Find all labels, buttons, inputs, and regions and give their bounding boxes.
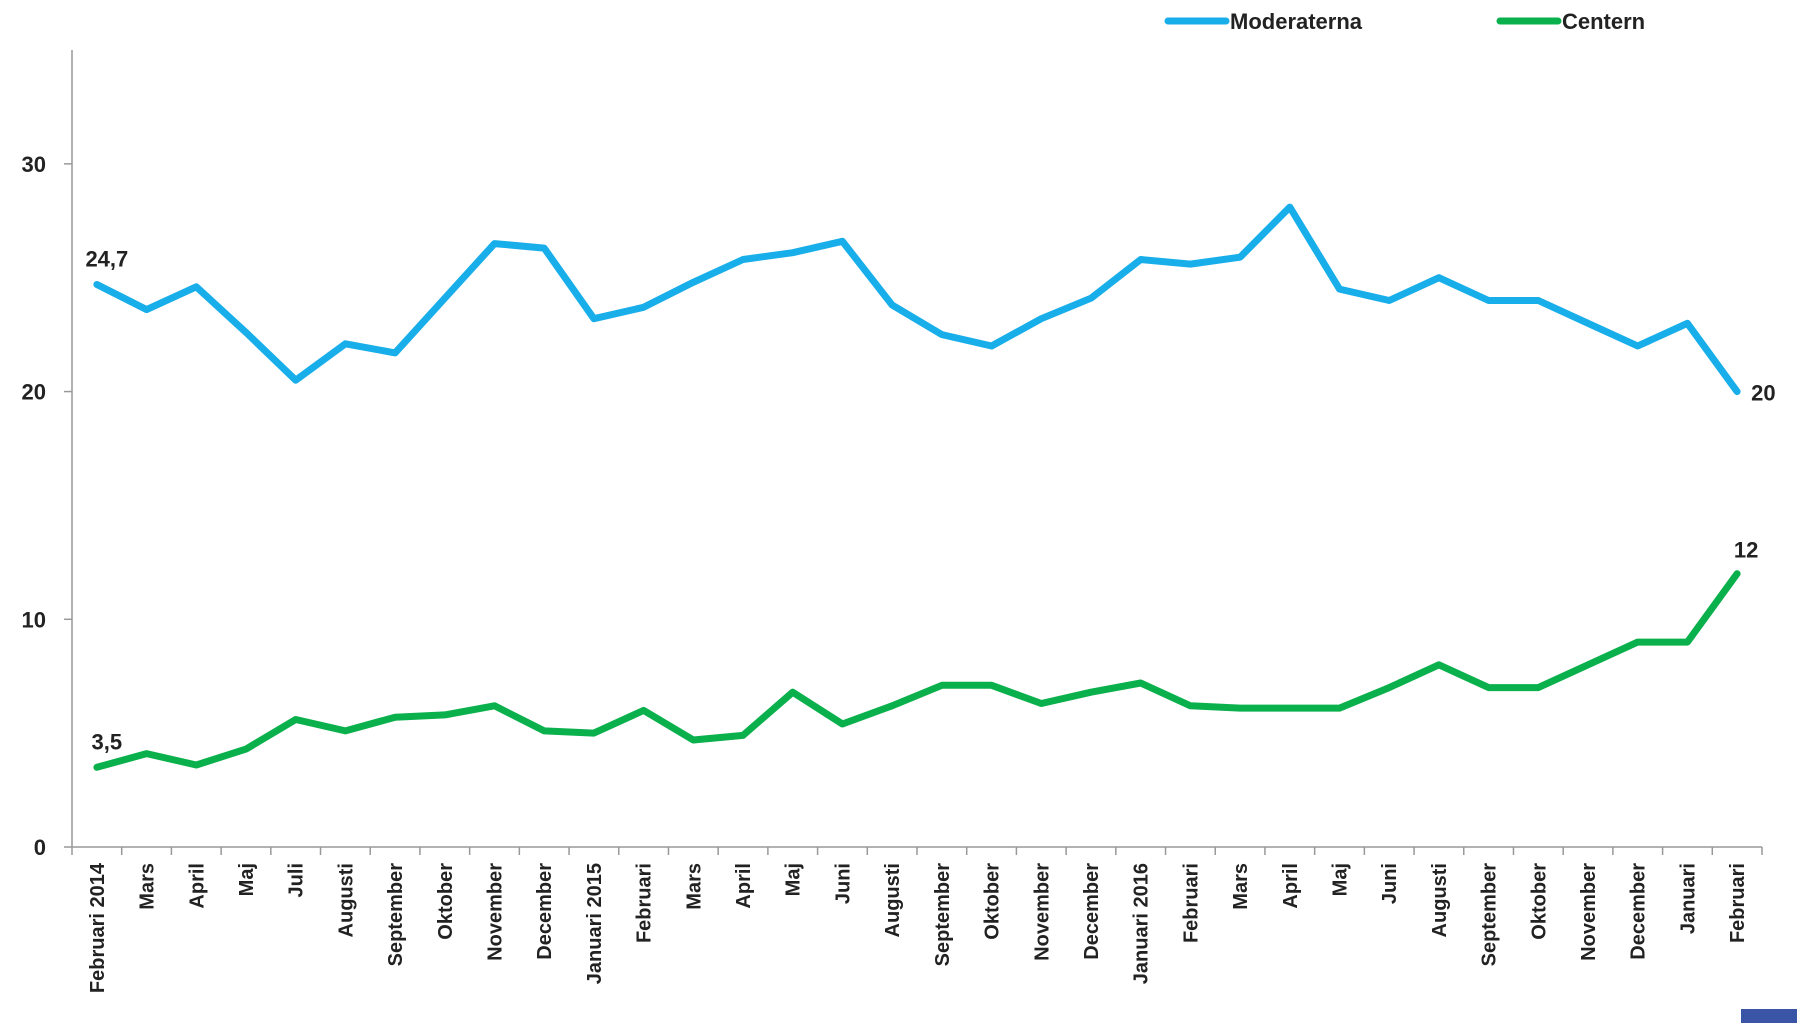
x-tick-label: September	[932, 863, 954, 967]
x-tick-label: Januari 2016	[1131, 863, 1153, 984]
x-tick-label: November	[1578, 863, 1600, 961]
data-labels: 24,7 20 3,5 12	[85, 247, 1775, 755]
x-tick-label: April	[186, 863, 208, 909]
data-label: 20	[1751, 381, 1775, 406]
x-tick-label: Augusti	[1429, 863, 1451, 937]
x-tick-label: Juni	[1379, 863, 1401, 904]
data-label: 24,7	[85, 247, 128, 272]
corner-logo-mark	[1741, 1009, 1797, 1023]
y-axis-ticks: 0 10 20 30	[22, 152, 72, 860]
x-tick-label: December	[1081, 863, 1103, 960]
x-tick-label: September	[385, 863, 407, 967]
x-tick-label: Februari	[634, 863, 656, 943]
series-line-centern	[93, 570, 1741, 771]
series-lines	[93, 203, 1741, 771]
x-tick-label: Februari	[1727, 863, 1749, 943]
x-tick-label: December	[1628, 863, 1650, 960]
x-tick-label: Februari	[1180, 863, 1202, 943]
x-tick-label: November	[485, 863, 507, 961]
x-tick-label: December	[534, 863, 556, 960]
y-tick-label: 0	[34, 835, 46, 860]
x-tick-label: September	[1479, 863, 1501, 967]
legend: Moderaterna Centern	[1164, 9, 1645, 34]
x-tick-label: Oktober	[982, 863, 1004, 940]
x-tick-label: Augusti	[882, 863, 904, 937]
data-label: 12	[1734, 538, 1758, 563]
x-tick-label: April	[1280, 863, 1302, 909]
x-tick-label: Mars	[137, 863, 159, 910]
series-line-moderaterna	[93, 203, 1741, 396]
x-tick-label: Oktober	[435, 863, 457, 940]
y-tick-label: 20	[22, 380, 46, 405]
x-tick-label: Mars	[683, 863, 705, 910]
x-tick-label: Maj	[1330, 863, 1352, 896]
x-tick-label: Mars	[1230, 863, 1252, 910]
data-label: 3,5	[92, 729, 123, 754]
x-tick-label: Augusti	[335, 863, 357, 937]
x-tick-label: Januari	[1677, 863, 1699, 934]
x-tick-label: Maj	[236, 863, 258, 896]
x-tick-label: Januari 2015	[584, 863, 606, 984]
x-tick-label: November	[1031, 863, 1053, 961]
x-axis-ticks: Februari 2014 Mars April Maj Juli Augusti Sept…	[71, 847, 1763, 993]
x-tick-label: Maj	[783, 863, 805, 896]
x-tick-label: April	[733, 863, 755, 909]
x-tick-label: Juni	[832, 863, 854, 904]
x-tick-label: Oktober	[1528, 863, 1550, 940]
x-tick-label: Februari 2014	[87, 862, 109, 993]
legend-label-moderaterna: Moderaterna	[1230, 9, 1363, 34]
x-tick-label: Juli	[286, 863, 308, 897]
y-tick-label: 10	[22, 607, 46, 632]
y-tick-label: 30	[22, 152, 46, 177]
legend-label-centern: Centern	[1562, 9, 1645, 34]
